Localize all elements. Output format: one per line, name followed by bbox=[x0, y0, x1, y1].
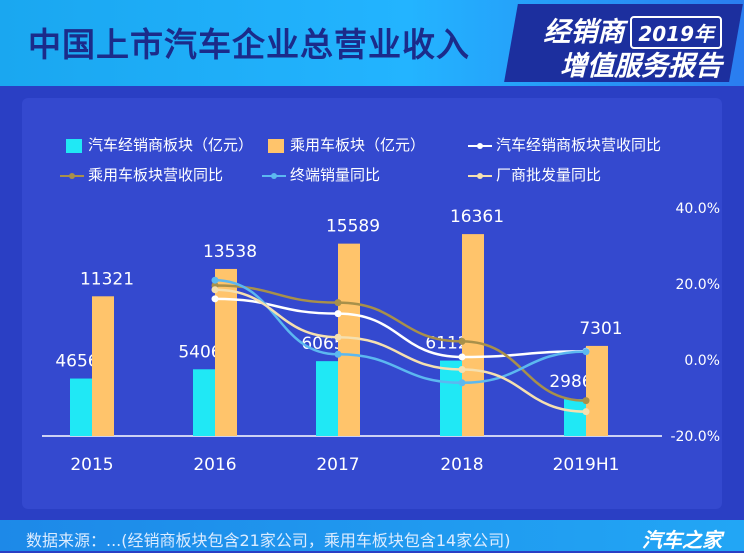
bar bbox=[70, 378, 92, 436]
bar bbox=[586, 345, 608, 436]
line-point bbox=[334, 299, 342, 307]
title-bar: 中国上市汽车企业总营业收入 经销商 2019年 增值服务报告 bbox=[0, 0, 744, 86]
bar bbox=[338, 243, 360, 436]
line-point bbox=[211, 286, 219, 294]
bar bbox=[564, 399, 586, 436]
legend-swatch bbox=[66, 139, 82, 153]
data-label: 7301 bbox=[579, 319, 622, 339]
brand-logo: 汽车之家 bbox=[642, 528, 722, 552]
series-line bbox=[214, 297, 587, 359]
page-title: 中国上市汽车企业总营业收入 bbox=[28, 25, 470, 64]
line-point bbox=[458, 337, 466, 345]
bar bbox=[462, 234, 484, 436]
bar bbox=[316, 361, 338, 436]
x-tick-label: 2018 bbox=[440, 455, 483, 475]
line-point bbox=[334, 350, 342, 358]
line-point bbox=[334, 310, 342, 318]
data-label: 5406 bbox=[178, 342, 221, 362]
badge-line1: 经销商 2019年 bbox=[543, 10, 722, 49]
line-point bbox=[211, 276, 219, 284]
line-point bbox=[582, 408, 590, 416]
chart-panel: 汽车经销商板块（亿元） 乘用车板块（亿元） 汽车经销商板块营收同比乘用车板块营收同比… bbox=[22, 98, 722, 509]
chart: 汽车经销商板块（亿元） 乘用车板块（亿元） 汽车经销商板块营收同比乘用车板块营收同比… bbox=[42, 136, 720, 475]
legend-label: 汽车经销商板块（亿元） bbox=[88, 136, 253, 154]
legend-label: 汽车经销商板块营收同比 bbox=[496, 136, 661, 154]
footer: 数据来源：...(经销商板块包含21家公司，乘用车板块包含14家公司) 汽车之家 bbox=[0, 520, 744, 552]
bar bbox=[92, 296, 114, 436]
data-label: 16361 bbox=[450, 207, 504, 227]
x-tick-label: 2017 bbox=[316, 455, 359, 475]
legend-label: 终端销量同比 bbox=[290, 166, 380, 184]
badge-line1-text: 经销商 bbox=[543, 17, 625, 48]
data-label: 11321 bbox=[80, 269, 134, 289]
x-tick-label: 2015 bbox=[70, 455, 113, 475]
legend-label: 乘用车板块营收同比 bbox=[88, 166, 223, 184]
data-label: 4656 bbox=[55, 352, 98, 372]
series-line bbox=[214, 284, 587, 402]
line-point bbox=[458, 353, 466, 361]
legend-swatch bbox=[268, 139, 284, 153]
data-source: 数据来源：...(经销商板块包含21家公司，乘用车板块包含14家公司) bbox=[26, 531, 511, 550]
line-point bbox=[582, 397, 590, 405]
series-line bbox=[214, 278, 587, 385]
data-label: 15589 bbox=[326, 217, 380, 237]
y2-tick-label: -20.0% bbox=[670, 429, 720, 445]
x-tick-label: 2016 bbox=[193, 455, 236, 475]
series-line bbox=[214, 288, 587, 413]
y2-tick-label: 40.0% bbox=[676, 201, 720, 217]
line-point bbox=[458, 379, 466, 387]
x-tick-label: 2019H1 bbox=[553, 455, 620, 475]
data-label: 13538 bbox=[203, 242, 257, 262]
badge-year: 2019年 bbox=[630, 16, 722, 49]
legend-marker bbox=[69, 173, 75, 179]
bar bbox=[193, 369, 215, 436]
data-label: 2986 bbox=[549, 372, 592, 392]
badge-line2: 增值服务报告 bbox=[560, 51, 722, 82]
bar bbox=[215, 268, 237, 436]
line-point bbox=[334, 333, 342, 341]
line-point bbox=[582, 348, 590, 356]
legend-marker bbox=[477, 173, 483, 179]
legend-marker bbox=[477, 143, 483, 149]
line-point bbox=[211, 295, 219, 303]
bar bbox=[440, 360, 462, 436]
y2-tick-label: 0.0% bbox=[684, 353, 720, 369]
legend-label: 厂商批发量同比 bbox=[496, 166, 601, 184]
y2-tick-label: 20.0% bbox=[676, 277, 720, 293]
legend-label: 乘用车板块（亿元） bbox=[290, 136, 425, 154]
legend-marker bbox=[271, 173, 277, 179]
line-point bbox=[458, 366, 466, 373]
